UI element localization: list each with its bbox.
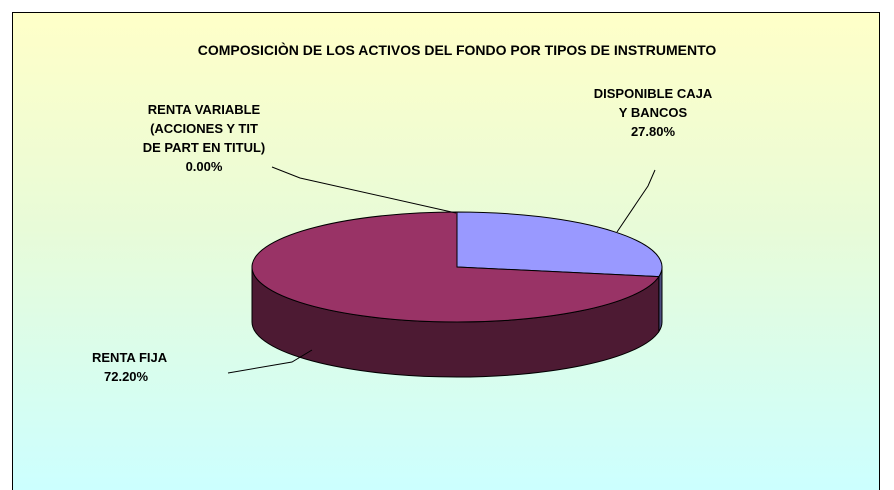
slice <box>251 211 660 323</box>
leader-line <box>271 166 457 214</box>
value-label: 0.00% <box>185 159 223 174</box>
category-label: DISPONIBLE CAJA Y BANCOS <box>593 86 713 120</box>
leader-line <box>616 169 656 233</box>
leader-line <box>227 349 313 374</box>
data-label-group: DISPONIBLE CAJA Y BANCOS 27.80% <box>592 84 714 141</box>
value-label: 27.80% <box>630 124 676 139</box>
value-label: 72.20% <box>104 369 149 384</box>
data-label-group: RENTA FIJA 72.20% <box>92 348 222 386</box>
slice <box>456 211 663 278</box>
chart-title: COMPOSICIÒN DE LOS ACTIVOS DEL FONDO POR… <box>197 42 717 58</box>
category-label: RENTA FIJA <box>92 350 168 365</box>
category-label: RENTA VARIABLE (ACCIONES Y TIT DE PART E… <box>142 102 266 155</box>
data-label-group: RENTA VARIABLE (ACCIONES Y TIT DE PART E… <box>140 100 268 176</box>
